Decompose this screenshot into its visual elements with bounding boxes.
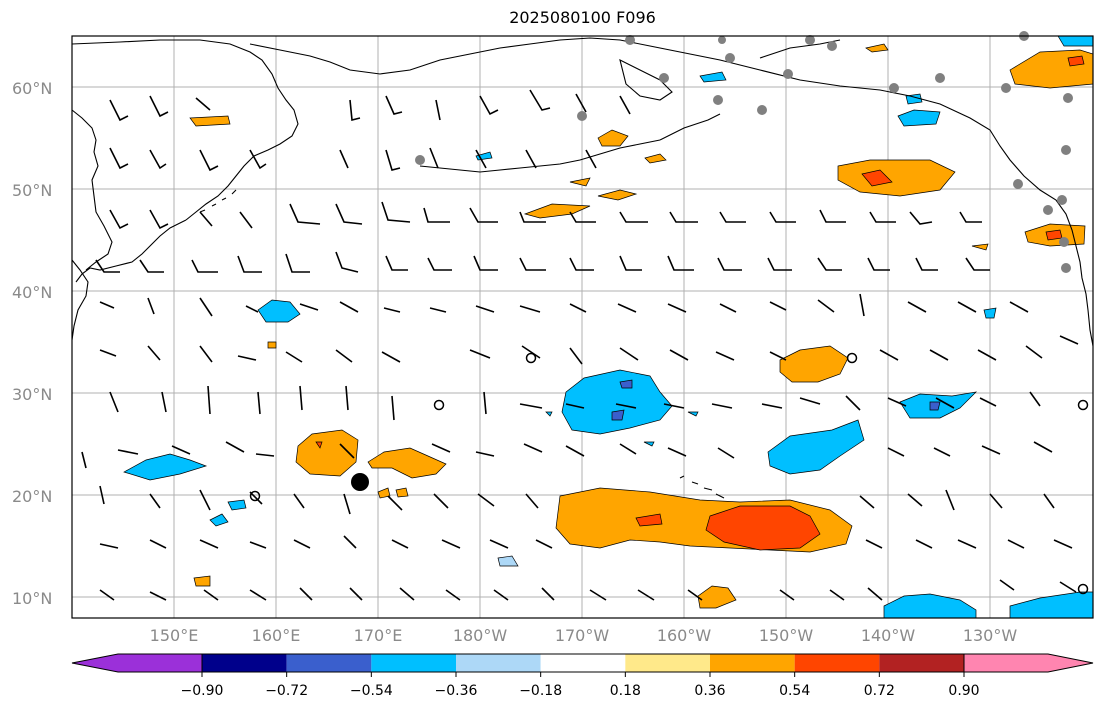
latitude-labels: 60°N 50°N 40°N 30°N 20°N 10°N bbox=[12, 79, 52, 608]
colorbar-segment bbox=[202, 654, 287, 672]
colorbar-tick-label: −0.54 bbox=[350, 683, 393, 699]
colorbar-tick-label: 0.72 bbox=[864, 683, 895, 699]
colorbar-frame bbox=[201, 653, 965, 673]
colorbar-segment bbox=[625, 654, 710, 672]
colorbar-segment bbox=[286, 654, 372, 672]
longitude-labels: 150°E 160°E 170°E 180°W 170°W 160°W 150°… bbox=[150, 626, 1018, 645]
lat-label: 50°N bbox=[12, 181, 52, 200]
lat-label: 30°N bbox=[12, 385, 52, 404]
colorbar-tick-label: −0.18 bbox=[519, 683, 562, 699]
colorbar-segment bbox=[710, 654, 795, 672]
colorbar-segment bbox=[540, 654, 626, 672]
colorbar-tick-label: 0.90 bbox=[948, 683, 979, 699]
map-title: 2025080100 F096 bbox=[509, 8, 656, 27]
lat-label: 40°N bbox=[12, 283, 52, 302]
colorbar-tick-label: −0.72 bbox=[265, 683, 308, 699]
colorbar-tick-label: 0.36 bbox=[694, 683, 725, 699]
colorbar-tick-label: 0.54 bbox=[779, 683, 810, 699]
colorbar-segment bbox=[371, 654, 456, 672]
map-border bbox=[71, 35, 1094, 619]
colorbar-segment bbox=[794, 654, 880, 672]
lon-label: 140°W bbox=[861, 626, 916, 645]
lon-label: 180°W bbox=[453, 626, 508, 645]
lon-label: 170°E bbox=[354, 626, 403, 645]
colorbar-extend-high bbox=[963, 653, 1094, 673]
lon-label: 150°E bbox=[150, 626, 199, 645]
negative-anomaly-shading bbox=[123, 35, 1094, 619]
colorbar-tick-label: 0.18 bbox=[610, 683, 641, 699]
lon-label: 130°W bbox=[963, 626, 1018, 645]
colorbar-tick-label: −0.90 bbox=[181, 683, 224, 699]
lon-label: 160°W bbox=[657, 626, 712, 645]
colorbar-tick-label: −0.36 bbox=[435, 683, 478, 699]
colorbar-extend-low bbox=[71, 653, 203, 673]
lon-label: 160°E bbox=[252, 626, 301, 645]
lat-label: 20°N bbox=[12, 487, 52, 506]
colorbar: −0.90 −0.72 −0.54 −0.36 −0.18 0.18 0.36 … bbox=[71, 653, 1094, 699]
colorbar-segment bbox=[879, 654, 964, 672]
lon-label: 170°W bbox=[555, 626, 610, 645]
calm-wind-markers bbox=[249, 352, 1089, 595]
positive-anomaly-shading bbox=[189, 43, 1094, 609]
storm-center-marker bbox=[351, 473, 369, 491]
wind-barbs bbox=[81, 89, 1079, 601]
station-markers bbox=[415, 31, 1073, 273]
colorbar-segment bbox=[456, 654, 541, 672]
coastlines bbox=[71, 37, 1094, 499]
lat-label: 10°N bbox=[12, 589, 52, 608]
lat-label: 60°N bbox=[12, 79, 52, 98]
lon-label: 150°W bbox=[759, 626, 814, 645]
